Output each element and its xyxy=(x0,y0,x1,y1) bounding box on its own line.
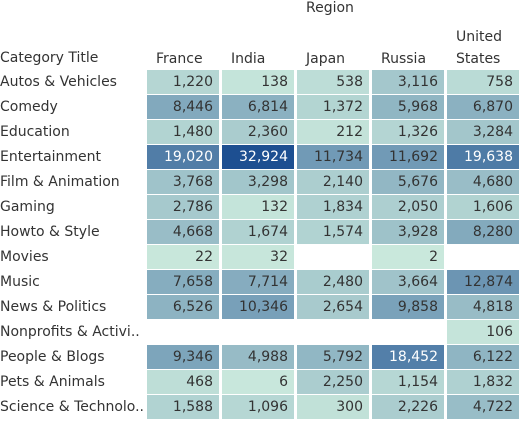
heatmap-cell: 8,446 xyxy=(147,95,219,119)
heatmap-cell: 6,870 xyxy=(447,95,519,119)
heatmap-cell: 7,658 xyxy=(147,270,219,294)
heatmap-cell: 1,606 xyxy=(447,195,519,219)
heatmap-cell: 1,832 xyxy=(447,370,519,394)
heatmap-cell: 1,674 xyxy=(222,220,294,244)
column-header: Japan xyxy=(306,51,346,67)
heatmap-cell: 758 xyxy=(447,70,519,94)
heatmap-cell: 7,714 xyxy=(222,270,294,294)
heatmap-cell: 32,924 xyxy=(222,145,294,169)
row-label: Nonprofits & Activi.. xyxy=(0,324,140,340)
heatmap-cell: 1,154 xyxy=(372,370,444,394)
row-label: News & Politics xyxy=(0,299,107,315)
heatmap-cell: 1,096 xyxy=(222,395,294,419)
row-label: Movies xyxy=(0,249,49,265)
heatmap-cell: 1,480 xyxy=(147,120,219,144)
heatmap-cell: 212 xyxy=(297,120,369,144)
heatmap-cell: 11,692 xyxy=(372,145,444,169)
row-label: Education xyxy=(0,124,70,140)
heatmap-cell: 2,480 xyxy=(297,270,369,294)
heatmap-cell: 4,722 xyxy=(447,395,519,419)
heatmap-cell: 4,680 xyxy=(447,170,519,194)
heatmap-cell: 12,874 xyxy=(447,270,519,294)
column-header: Russia xyxy=(381,51,427,67)
heatmap-cell: 4,988 xyxy=(222,345,294,369)
heatmap-cell: 2,654 xyxy=(297,295,369,319)
heatmap-cell: 4,818 xyxy=(447,295,519,319)
row-label: Science & Technolo.. xyxy=(0,399,144,415)
heatmap-cell: 2,226 xyxy=(372,395,444,419)
row-label: Autos & Vehicles xyxy=(0,74,117,90)
heatmap-cell: 2,050 xyxy=(372,195,444,219)
heatmap-cell: 2,250 xyxy=(297,370,369,394)
heatmap-cell: 132 xyxy=(222,195,294,219)
heatmap-cell: 3,116 xyxy=(372,70,444,94)
region-title: Region xyxy=(306,0,354,16)
heatmap-cell: 3,664 xyxy=(372,270,444,294)
heatmap-cell: 18,452 xyxy=(372,345,444,369)
row-label: Entertainment xyxy=(0,149,102,165)
heatmap-cell: 138 xyxy=(222,70,294,94)
heatmap-cell: 19,638 xyxy=(447,145,519,169)
heatmap-cell: 11,734 xyxy=(297,145,369,169)
heatmap-cell: 1,574 xyxy=(297,220,369,244)
column-header: United States xyxy=(456,29,502,67)
heatmap-cell: 2,140 xyxy=(297,170,369,194)
row-header: Category Title xyxy=(0,50,99,66)
heatmap-cell: 9,346 xyxy=(147,345,219,369)
heatmap-cell: 6,814 xyxy=(222,95,294,119)
heatmap-cell: 5,968 xyxy=(372,95,444,119)
column-header: India xyxy=(231,51,266,67)
heatmap-cell: 3,298 xyxy=(222,170,294,194)
column-header: France xyxy=(156,51,203,67)
row-label: Comedy xyxy=(0,99,58,115)
row-label: Howto & Style xyxy=(0,224,100,240)
heatmap-cell: 6 xyxy=(222,370,294,394)
heatmap-cell: 1,372 xyxy=(297,95,369,119)
heatmap-cell: 9,858 xyxy=(372,295,444,319)
heatmap-cell: 5,792 xyxy=(297,345,369,369)
heatmap-cell: 2 xyxy=(372,245,444,269)
heatmap-cell: 1,588 xyxy=(147,395,219,419)
heatmap-cell: 3,928 xyxy=(372,220,444,244)
heatmap-cell: 10,346 xyxy=(222,295,294,319)
heatmap-cell: 19,020 xyxy=(147,145,219,169)
heatmap-cell: 32 xyxy=(222,245,294,269)
heatmap-cell: 2,360 xyxy=(222,120,294,144)
heatmap-cell: 22 xyxy=(147,245,219,269)
heatmap-cell: 8,280 xyxy=(447,220,519,244)
heatmap-cell: 4,668 xyxy=(147,220,219,244)
heatmap-cell: 3,768 xyxy=(147,170,219,194)
heatmap-cell: 6,526 xyxy=(147,295,219,319)
row-label: Film & Animation xyxy=(0,174,120,190)
heatmap-cell: 6,122 xyxy=(447,345,519,369)
heatmap-cell: 538 xyxy=(297,70,369,94)
heatmap-cell: 3,284 xyxy=(447,120,519,144)
row-label: Pets & Animals xyxy=(0,374,105,390)
row-label: Music xyxy=(0,274,40,290)
heatmap-cell: 2,786 xyxy=(147,195,219,219)
heatmap-cell: 1,326 xyxy=(372,120,444,144)
heatmap-cell: 106 xyxy=(447,320,519,344)
heatmap-cell: 300 xyxy=(297,395,369,419)
heatmap-cell: 1,220 xyxy=(147,70,219,94)
heatmap-cell: 1,834 xyxy=(297,195,369,219)
heatmap-cell: 468 xyxy=(147,370,219,394)
row-label: Gaming xyxy=(0,199,55,215)
row-label: People & Blogs xyxy=(0,349,105,365)
heatmap-cell: 5,676 xyxy=(372,170,444,194)
